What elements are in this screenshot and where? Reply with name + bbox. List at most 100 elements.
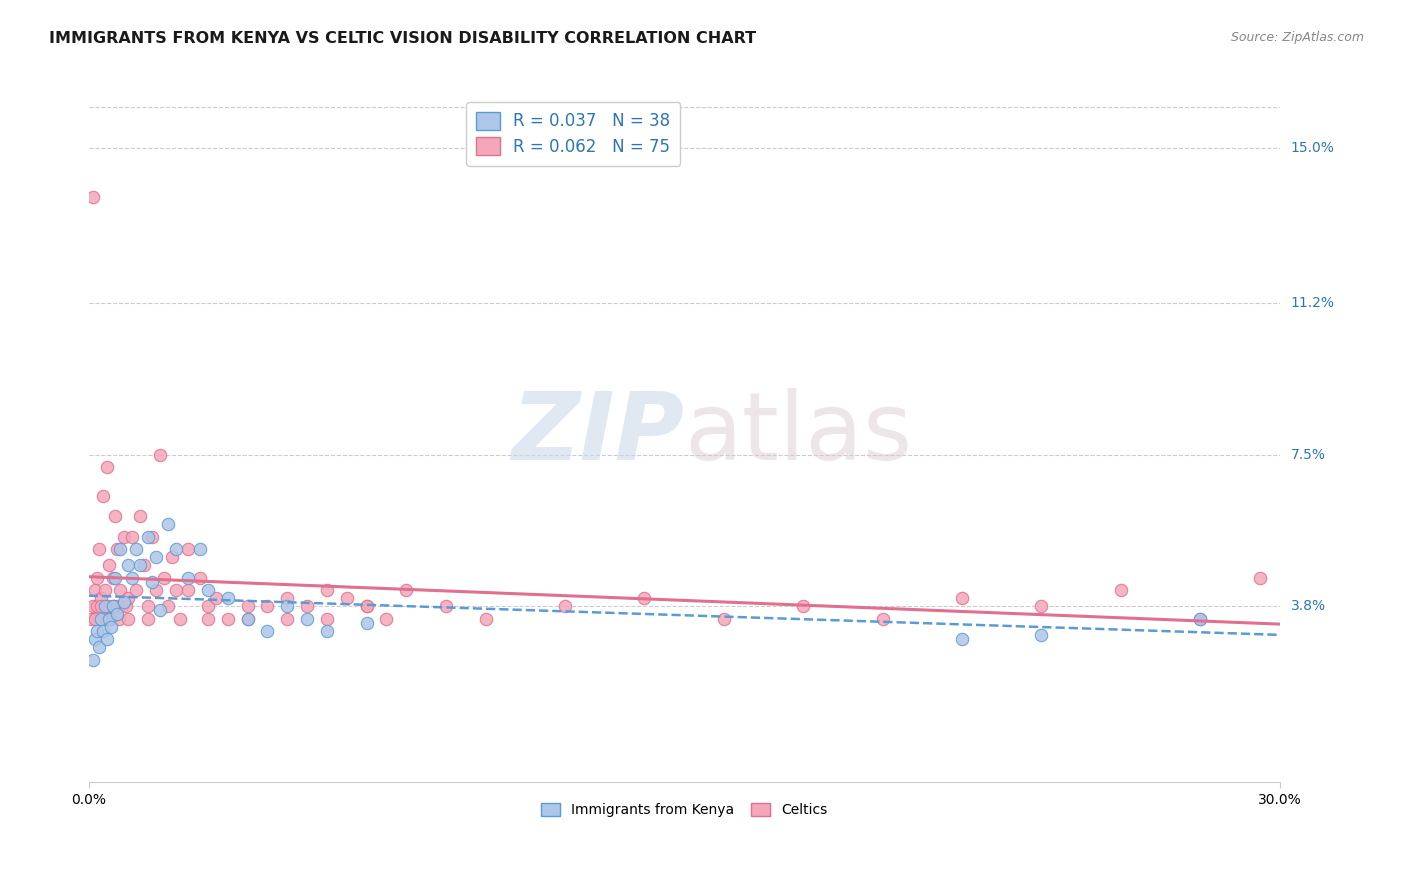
- Text: atlas: atlas: [685, 388, 912, 481]
- Point: [157, 517, 180, 532]
- Point: [87, 640, 110, 655]
- Point: [125, 582, 148, 597]
- Point: [188, 541, 211, 556]
- Point: [177, 541, 200, 556]
- Point: [197, 611, 219, 625]
- Point: [136, 530, 159, 544]
- Point: [136, 599, 159, 614]
- Text: 3.8%: 3.8%: [1291, 599, 1326, 614]
- Point: [101, 599, 124, 614]
- Point: [160, 550, 183, 565]
- Point: [93, 599, 115, 614]
- Point: [554, 599, 576, 614]
- Point: [276, 599, 298, 614]
- Point: [356, 599, 378, 614]
- Point: [197, 599, 219, 614]
- Point: [713, 611, 735, 625]
- Point: [256, 624, 278, 638]
- Point: [134, 558, 156, 573]
- Point: [90, 611, 112, 625]
- Point: [316, 611, 339, 625]
- Point: [1249, 571, 1271, 585]
- Point: [103, 509, 125, 524]
- Point: [316, 624, 339, 638]
- Point: [276, 611, 298, 625]
- Point: [110, 582, 132, 597]
- Point: [157, 599, 180, 614]
- Point: [82, 652, 104, 666]
- Point: [100, 620, 122, 634]
- Point: [117, 591, 139, 606]
- Point: [129, 509, 152, 524]
- Point: [1189, 611, 1212, 625]
- Point: [103, 571, 125, 585]
- Point: [82, 190, 104, 204]
- Point: [434, 599, 457, 614]
- Point: [115, 599, 138, 614]
- Point: [177, 582, 200, 597]
- Point: [204, 591, 226, 606]
- Point: [316, 582, 339, 597]
- Point: [117, 558, 139, 573]
- Point: [295, 599, 318, 614]
- Point: [110, 541, 132, 556]
- Text: 7.5%: 7.5%: [1291, 448, 1326, 462]
- Point: [872, 611, 894, 625]
- Point: [950, 591, 973, 606]
- Point: [82, 599, 104, 614]
- Text: 15.0%: 15.0%: [1291, 141, 1334, 155]
- Point: [295, 611, 318, 625]
- Point: [149, 448, 172, 462]
- Point: [121, 571, 143, 585]
- Point: [96, 632, 118, 646]
- Point: [177, 571, 200, 585]
- Point: [1031, 628, 1053, 642]
- Point: [114, 530, 136, 544]
- Point: [217, 591, 239, 606]
- Point: [100, 611, 122, 625]
- Point: [117, 611, 139, 625]
- Point: [633, 591, 655, 606]
- Legend: Immigrants from Kenya, Celtics: Immigrants from Kenya, Celtics: [534, 797, 835, 824]
- Point: [129, 558, 152, 573]
- Point: [165, 582, 187, 597]
- Point: [145, 550, 167, 565]
- Point: [375, 611, 398, 625]
- Point: [86, 571, 108, 585]
- Point: [121, 530, 143, 544]
- Point: [1031, 599, 1053, 614]
- Point: [153, 571, 176, 585]
- Point: [395, 582, 418, 597]
- Point: [86, 624, 108, 638]
- Point: [792, 599, 814, 614]
- Point: [83, 632, 105, 646]
- Point: [105, 607, 128, 622]
- Text: IMMIGRANTS FROM KENYA VS CELTIC VISION DISABILITY CORRELATION CHART: IMMIGRANTS FROM KENYA VS CELTIC VISION D…: [49, 31, 756, 46]
- Point: [217, 611, 239, 625]
- Text: 11.2%: 11.2%: [1291, 296, 1334, 310]
- Point: [86, 599, 108, 614]
- Point: [256, 599, 278, 614]
- Point: [1189, 611, 1212, 625]
- Point: [149, 603, 172, 617]
- Point: [236, 599, 259, 614]
- Point: [91, 624, 114, 638]
- Point: [80, 611, 103, 625]
- Point: [101, 571, 124, 585]
- Point: [236, 611, 259, 625]
- Point: [197, 582, 219, 597]
- Point: [111, 599, 134, 614]
- Point: [114, 595, 136, 609]
- Point: [165, 541, 187, 556]
- Point: [96, 460, 118, 475]
- Point: [1109, 582, 1132, 597]
- Point: [950, 632, 973, 646]
- Point: [336, 591, 359, 606]
- Point: [145, 582, 167, 597]
- Point: [188, 571, 211, 585]
- Point: [97, 599, 120, 614]
- Point: [276, 591, 298, 606]
- Point: [107, 611, 129, 625]
- Point: [141, 574, 163, 589]
- Point: [93, 582, 115, 597]
